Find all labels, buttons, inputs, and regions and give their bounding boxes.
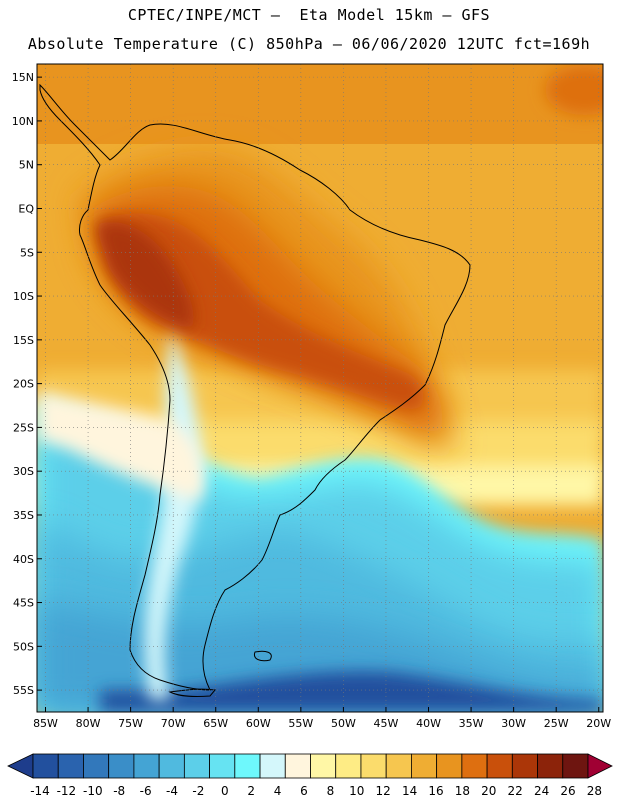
colorbar-label: -12 — [57, 784, 77, 798]
colorbar-right-arrow — [587, 753, 613, 779]
map-title-line-2: Absolute Temperature (C) 850hPa – 06/06/… — [27, 35, 591, 53]
lon-label: 70W — [161, 717, 186, 730]
colorbar-swatch — [436, 753, 463, 779]
lat-label: 15N — [12, 71, 34, 84]
lon-label: 45W — [374, 717, 399, 730]
colorbar-swatch — [335, 753, 362, 779]
colorbar-label: 10 — [349, 784, 364, 798]
colorbar-swatch — [562, 753, 589, 779]
colorbar-swatch — [108, 753, 135, 779]
colorbar-swatch — [57, 753, 84, 779]
colorbar-left-arrow — [7, 753, 34, 779]
lon-label: 20W — [586, 717, 611, 730]
colorbar-label: 2 — [247, 784, 255, 798]
lat-label: 5S — [20, 246, 34, 259]
colorbar-swatch — [209, 753, 236, 779]
colorbar-swatch — [158, 753, 185, 779]
lat-label: 25S — [13, 421, 34, 434]
lat-label: EQ — [18, 202, 34, 215]
lon-label: 60W — [246, 717, 271, 730]
colorbar-swatch — [360, 753, 387, 779]
colorbar-swatch — [284, 753, 311, 779]
colorbar-label: -8 — [113, 784, 125, 798]
lon-label: 50W — [331, 717, 356, 730]
colorbar-label: 12 — [376, 784, 391, 798]
lat-lon-grid — [37, 64, 603, 712]
colorbar-label: 20 — [481, 784, 496, 798]
colorbar-swatch — [486, 753, 513, 779]
colorbar-swatch — [32, 753, 59, 779]
colorbar-swatch — [461, 753, 488, 779]
colorbar-label: 8 — [327, 784, 335, 798]
lat-label: 30S — [13, 465, 34, 478]
colorbar-label: 22 — [508, 784, 523, 798]
lon-label: 25W — [544, 717, 569, 730]
colorbar-label: -4 — [166, 784, 178, 798]
colorbar-label: -6 — [140, 784, 152, 798]
lon-label: 35W — [459, 717, 484, 730]
lon-label: 85W — [33, 717, 58, 730]
colorbar-label: 4 — [274, 784, 282, 798]
lat-label: 45S — [13, 597, 34, 610]
colorbar-swatch — [511, 753, 538, 779]
map-title-line-1: CPTEC/INPE/MCT – Eta Model 15km – GFS — [127, 6, 491, 24]
coastlines — [39, 83, 471, 697]
lat-label: 20S — [13, 378, 34, 391]
colorbar-swatch — [234, 753, 261, 779]
lat-label: 10S — [13, 290, 34, 303]
lon-label: 75W — [118, 717, 143, 730]
colorbar-label: 24 — [534, 784, 549, 798]
lat-label: 15S — [13, 334, 34, 347]
colorbar-label: 26 — [560, 784, 575, 798]
map-frame — [36, 63, 604, 713]
colorbar-label: 6 — [300, 784, 308, 798]
colorbar-label: 0 — [221, 784, 229, 798]
colorbar-swatch — [259, 753, 286, 779]
colorbar-swatch — [183, 753, 210, 779]
colorbar-swatch — [537, 753, 564, 779]
colorbar-label: -14 — [30, 784, 50, 798]
lon-label: 55W — [288, 717, 313, 730]
lat-label: 35S — [13, 509, 34, 522]
lat-label: 40S — [13, 553, 34, 566]
lat-label: 5N — [19, 159, 34, 172]
lon-label: 65W — [203, 717, 228, 730]
temperature-field — [37, 64, 603, 712]
colorbar-swatch — [83, 753, 110, 779]
colorbar-label: -10 — [83, 784, 103, 798]
colorbar: -14 -12 -10 -8 -6 -4 -2 0 2 4 6 8 10 12 14 16 18 20 22 24 26… — [7, 753, 613, 798]
colorbar-label: 14 — [402, 784, 417, 798]
colorbar-label: 16 — [428, 784, 443, 798]
colorbar-label: 28 — [587, 784, 602, 798]
colorbar-label: -2 — [192, 784, 204, 798]
colorbar-swatch — [310, 753, 337, 779]
longitude-labels: 85W 80W 75W 70W 65W 60W 55W 50W 45W 40W 35W 30W 25W 2… — [33, 707, 611, 730]
lon-label: 30W — [501, 717, 526, 730]
lat-label: 50S — [13, 640, 34, 653]
lat-label: 55S — [13, 684, 34, 697]
latitude-labels: 15N 10N 5N EQ 5S 10S 15S 20S 25S 30S 35S 40S 45S 50S 5… — [12, 71, 42, 697]
colorbar-label: 18 — [455, 784, 470, 798]
colorbar-swatch — [385, 753, 412, 779]
colorbar-swatch — [133, 753, 160, 779]
colorbar-swatch — [411, 753, 438, 779]
lon-label: 40W — [416, 717, 441, 730]
lon-label: 80W — [76, 717, 101, 730]
lat-label: 10N — [12, 115, 34, 128]
